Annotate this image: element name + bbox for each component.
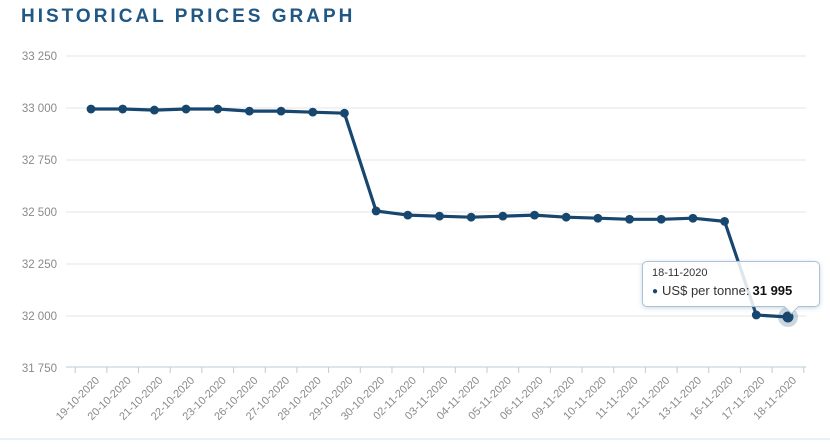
- tooltip-date: 18-11-2020: [652, 267, 708, 279]
- data-point[interactable]: [308, 107, 318, 117]
- data-point[interactable]: [751, 310, 761, 320]
- y-axis-label: 32 000: [22, 311, 57, 323]
- data-point[interactable]: [435, 211, 444, 221]
- data-point[interactable]: [371, 206, 381, 216]
- data-point[interactable]: [466, 212, 476, 222]
- data-point[interactable]: [720, 216, 729, 226]
- series-bullet-icon: ●: [652, 286, 659, 297]
- page-title: HISTORICAL PRICES GRAPH: [21, 6, 356, 27]
- y-axis-label: 33 250: [22, 51, 57, 63]
- data-point[interactable]: [561, 212, 571, 222]
- tooltip-series-label: US$ per tonne:: [662, 283, 750, 298]
- y-axis-label: 32 500: [22, 207, 57, 219]
- data-point[interactable]: [782, 311, 794, 323]
- data-point[interactable]: [530, 210, 539, 220]
- chart-tooltip: 18-11-2020 ● US$ per tonne: 31 995: [642, 261, 820, 315]
- bottom-separator: [0, 438, 830, 440]
- data-point[interactable]: [498, 211, 508, 221]
- y-axis-label: 33 000: [22, 103, 57, 115]
- data-point[interactable]: [118, 104, 128, 114]
- data-point[interactable]: [86, 104, 96, 114]
- y-axis-label: 31 750: [22, 363, 57, 375]
- data-point[interactable]: [656, 214, 666, 224]
- data-point[interactable]: [340, 108, 349, 118]
- y-axis-label: 32 750: [22, 155, 57, 167]
- data-point[interactable]: [149, 105, 159, 115]
- data-point[interactable]: [403, 210, 413, 220]
- y-axis-label: 32 250: [22, 259, 57, 271]
- data-point[interactable]: [276, 106, 286, 116]
- data-point[interactable]: [625, 214, 634, 224]
- data-point[interactable]: [181, 104, 191, 114]
- data-point[interactable]: [245, 106, 254, 116]
- data-point[interactable]: [688, 213, 698, 223]
- tooltip-value: 31 995: [752, 283, 793, 298]
- data-point[interactable]: [593, 213, 603, 223]
- data-point[interactable]: [213, 104, 223, 114]
- tooltip-series-row: ● US$ per tonne: 31 995: [652, 283, 810, 299]
